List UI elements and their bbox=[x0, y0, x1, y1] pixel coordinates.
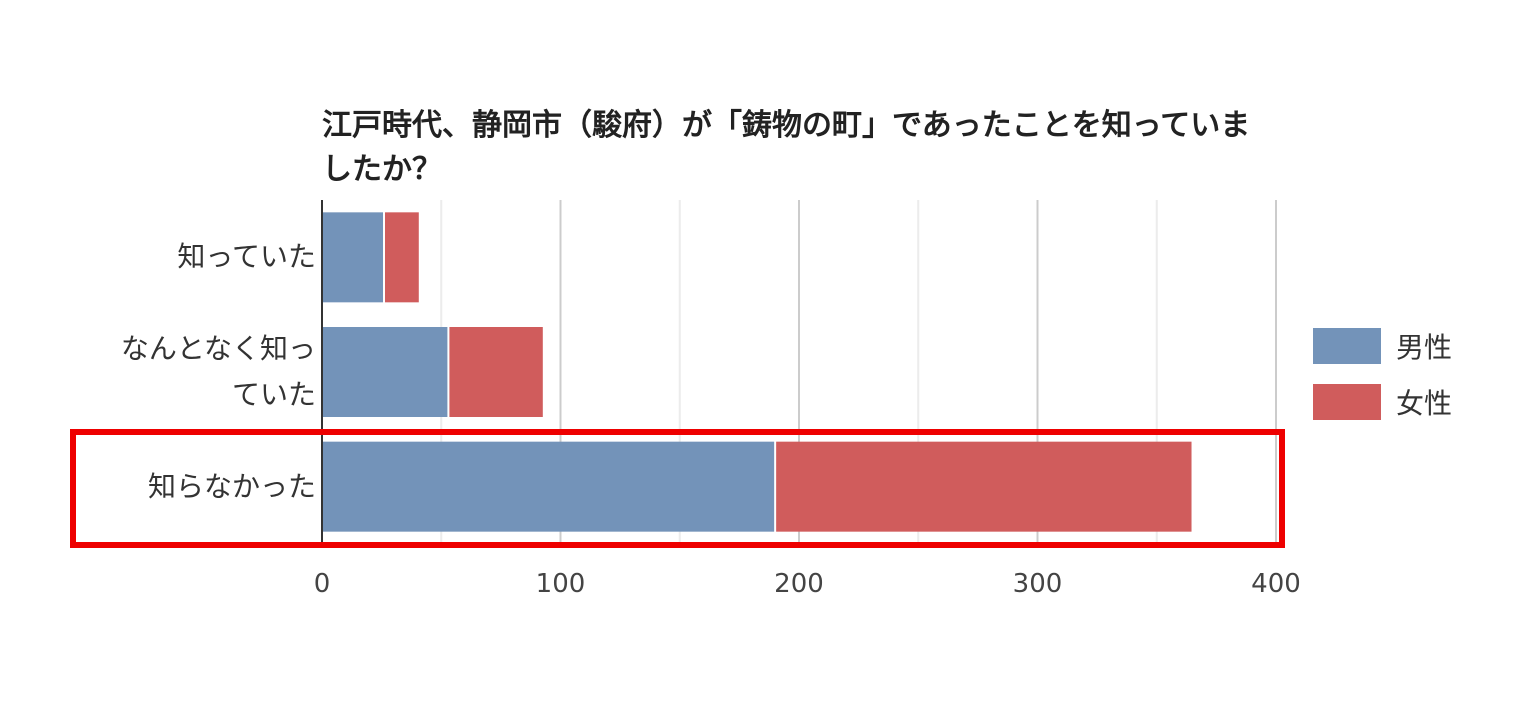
x-tick-label: 200 bbox=[774, 569, 824, 599]
legend-swatch bbox=[1313, 328, 1381, 364]
legend-label: 男性 bbox=[1396, 331, 1453, 364]
bar bbox=[776, 441, 1192, 532]
x-tick-label: 300 bbox=[1013, 569, 1063, 599]
y-tick-label: 知らなかった bbox=[147, 469, 316, 503]
legend-label: 女性 bbox=[1396, 387, 1453, 420]
y-tick-label: なんとなく知っていた bbox=[120, 332, 316, 411]
chart-title: 江戸時代、静岡市（駿府）が「鋳物の町」であったことを知っていましたか？ bbox=[322, 108, 1251, 187]
y-tick-label: 知っていた bbox=[177, 240, 316, 274]
x-tick-label: 400 bbox=[1251, 569, 1301, 599]
bar bbox=[323, 441, 775, 532]
x-tick-label: 100 bbox=[536, 569, 586, 599]
highlight-box bbox=[70, 429, 1285, 548]
bar bbox=[323, 212, 384, 303]
bar bbox=[385, 212, 419, 303]
x-tick-label: 0 bbox=[314, 569, 331, 599]
legend-swatch bbox=[1313, 384, 1381, 420]
bar bbox=[323, 327, 448, 417]
bar bbox=[449, 327, 543, 417]
